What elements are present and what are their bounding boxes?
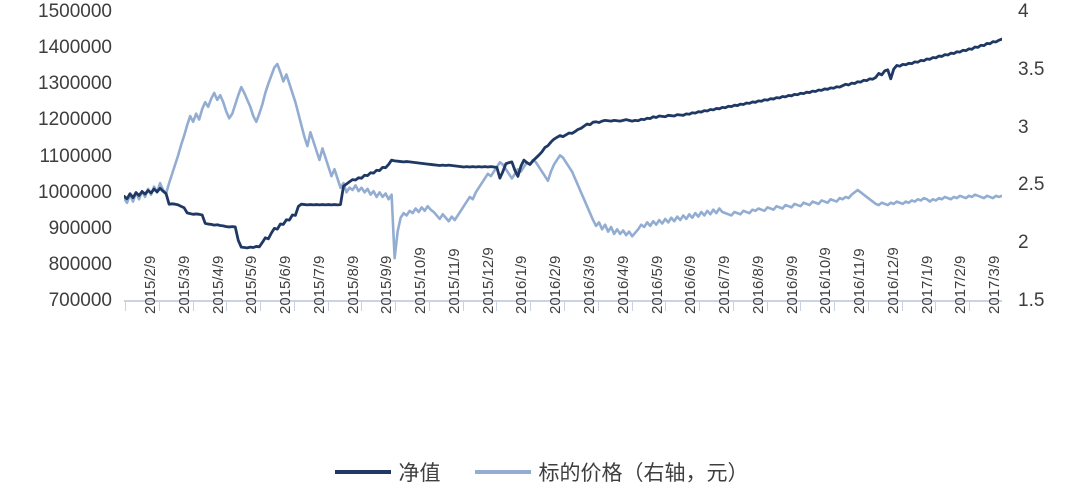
line-series-underlying-price bbox=[124, 62, 1002, 260]
legend-item-underlying-price[interactable]: 标的价格（右轴，元） bbox=[474, 457, 749, 487]
x-axis-tick-label: 2016/2/9 bbox=[547, 255, 565, 314]
legend-label-underlying-price: 标的价格（右轴，元） bbox=[538, 462, 749, 485]
x-axis-tick-label: 2015/6/9 bbox=[277, 255, 295, 314]
x-axis-tick-label: 2016/1/9 bbox=[513, 255, 531, 314]
y-axis-left-tick-label: 1400000 bbox=[38, 37, 112, 59]
x-axis-tick bbox=[496, 302, 498, 311]
legend-item-net-value[interactable]: 净值 bbox=[334, 457, 441, 487]
x-axis-tick-label: 2015/12/9 bbox=[479, 247, 497, 314]
y-axis-right-tick-label: 1.5 bbox=[1018, 290, 1045, 311]
y-axis-left-tick-label: 1000000 bbox=[38, 181, 112, 203]
line-series-net-value bbox=[124, 37, 1002, 250]
series-lines bbox=[124, 37, 1002, 260]
x-axis-tick-label: 2016/12/9 bbox=[884, 247, 902, 314]
x-axis-tick bbox=[834, 302, 836, 311]
x-axis-tick-label: 2015/8/9 bbox=[344, 255, 362, 314]
y-axis-left-tick-label: 800000 bbox=[48, 253, 112, 275]
y-axis-right-tick-label: 3.5 bbox=[1018, 58, 1045, 80]
x-axis-tick bbox=[293, 302, 295, 311]
x-axis-tick-label: 2015/7/9 bbox=[310, 255, 328, 314]
x-axis-tick bbox=[428, 302, 430, 311]
legend-label-net-value: 净值 bbox=[398, 462, 441, 485]
y-axis-left-tick-label: 900000 bbox=[48, 217, 112, 239]
y-axis-left-tick-label: 1200000 bbox=[38, 109, 112, 131]
x-axis-tick bbox=[867, 302, 869, 311]
y-axis-right-tick-label: 2 bbox=[1018, 232, 1029, 254]
plot-area bbox=[124, 12, 1002, 301]
y-axis-left-tick-label: 1500000 bbox=[38, 1, 112, 22]
x-axis-tick bbox=[800, 302, 802, 311]
x-axis-tick bbox=[395, 302, 397, 311]
y-axis-right-tick-label: 2.5 bbox=[1018, 174, 1045, 196]
x-axis-tick bbox=[564, 302, 565, 311]
x-axis-tick bbox=[192, 302, 194, 311]
x-axis-tick-label: 2017/2/9 bbox=[952, 255, 970, 314]
x-axis-tick bbox=[766, 302, 768, 311]
x-axis-tick-label: 2016/9/9 bbox=[783, 255, 801, 314]
x-axis-tick bbox=[530, 302, 532, 311]
x-axis-tick-label: 2015/5/9 bbox=[243, 255, 261, 314]
x-axis-tick bbox=[732, 302, 734, 311]
x-axis-tick bbox=[631, 302, 633, 311]
y-axis-right-tick-label: 3 bbox=[1018, 116, 1029, 138]
x-axis-tick-label: 2016/5/9 bbox=[648, 255, 666, 314]
x-axis-tick bbox=[327, 302, 329, 311]
x-axis-tick-label: 2016/4/9 bbox=[614, 255, 632, 314]
x-axis-tick-label: 2017/3/9 bbox=[986, 255, 1004, 314]
x-axis-tick-label: 2015/4/9 bbox=[209, 255, 227, 314]
x-axis-tick bbox=[260, 302, 262, 311]
x-axis-tick-label: 2016/6/9 bbox=[682, 255, 700, 314]
x-axis-tick bbox=[901, 302, 903, 311]
x-axis-tick bbox=[462, 302, 464, 311]
legend-swatch-underlying-price bbox=[474, 470, 531, 474]
x-axis-tick-label: 2015/3/9 bbox=[175, 255, 193, 314]
x-axis-tick bbox=[226, 302, 228, 311]
y-axis-right-tick-label: 4 bbox=[1018, 1, 1029, 22]
x-axis-tick-label: 2016/8/9 bbox=[749, 255, 767, 314]
x-axis-tick-label: 2017/1/9 bbox=[918, 255, 936, 314]
x-axis-tick-label: 2015/11/9 bbox=[445, 248, 463, 314]
x-axis-tick-label: 2015/9/9 bbox=[378, 255, 396, 314]
y-axis-left-tick-label: 700000 bbox=[48, 290, 112, 311]
x-axis-tick bbox=[699, 302, 701, 311]
x-axis-tick-label: 2015/2/9 bbox=[142, 255, 159, 314]
x-axis-tick-label: 2016/10/9 bbox=[817, 247, 835, 314]
x-axis-line bbox=[124, 300, 1002, 302]
x-axis-tick bbox=[361, 302, 363, 311]
x-axis-tick bbox=[597, 302, 599, 311]
y-axis-left-tick-label: 1300000 bbox=[38, 73, 112, 95]
x-axis-tick-label: 2016/3/9 bbox=[581, 255, 598, 314]
x-axis-tick bbox=[125, 302, 126, 311]
x-axis-tick-label: 2016/7/9 bbox=[716, 255, 734, 314]
legend-swatch-net-value bbox=[334, 470, 391, 474]
x-axis-tick bbox=[158, 302, 160, 311]
x-axis-tick-label: 2016/11/9 bbox=[851, 248, 869, 314]
x-axis-tick bbox=[935, 302, 937, 311]
x-axis-tick-label: 2015/10/9 bbox=[412, 247, 430, 314]
y-axis-left-tick-label: 1100000 bbox=[39, 145, 112, 167]
legend: 净值 标的价格（右轴，元） bbox=[0, 452, 1083, 492]
x-axis-tick bbox=[969, 302, 971, 311]
x-axis-tick bbox=[665, 302, 667, 311]
